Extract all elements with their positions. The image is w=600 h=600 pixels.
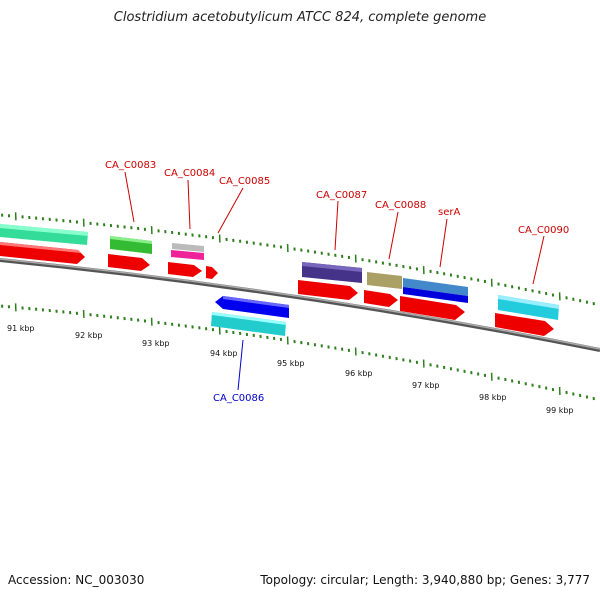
- gene-label-ca-c0090[interactable]: CA_C0090: [518, 225, 569, 236]
- gene-label-ca-c0086[interactable]: CA_C0086: [213, 393, 264, 404]
- outer-tick-ring: [1, 212, 595, 306]
- gene-feature-teal-highlight: [0, 224, 88, 236]
- cds-arrow-ca-c0083[interactable]: [108, 254, 150, 271]
- gene-feature-sera-blue[interactable]: [403, 287, 468, 303]
- gene-label-ca-c0087[interactable]: CA_C0087: [316, 190, 367, 201]
- cds-arrow-1-highlight: [0, 242, 81, 253]
- cds-arrow-ca-c0088[interactable]: [364, 290, 398, 307]
- cds-arrow-sera[interactable]: [400, 296, 465, 320]
- gene-feature-ca-c0086-cyan-highlight: [212, 312, 286, 325]
- kbp-label: 91 kbp: [7, 324, 35, 333]
- accession-text: Accession: NC_003030: [8, 573, 145, 587]
- kbp-label: 95 kbp: [277, 359, 305, 368]
- gene-feature-ca-c0088[interactable]: [367, 272, 402, 289]
- kbp-label: 97 kbp: [412, 381, 440, 390]
- cds-arrow-ca-c0085[interactable]: [206, 266, 218, 279]
- gene-feature-ca-c0083-highlight: [110, 236, 152, 244]
- cds-arrow-ca-c0087[interactable]: [298, 280, 358, 300]
- kbp-label: 93 kbp: [142, 339, 170, 348]
- gene-feature-sera-steel[interactable]: [403, 278, 468, 296]
- gene-label-sera[interactable]: serA: [438, 207, 460, 218]
- gene-labels: CA_C0083 CA_C0084 CA_C0085 CA_C0087 CA_C…: [105, 160, 569, 404]
- gene-feature-ca-c0086[interactable]: [215, 296, 289, 318]
- kbp-label: 92 kbp: [75, 331, 103, 340]
- kbp-label: 99 kbp: [546, 406, 574, 415]
- gene-feature-ca-c0090-highlight: [498, 295, 559, 309]
- gene-label-ca-c0083[interactable]: CA_C0083: [105, 160, 156, 171]
- gene-feature-ca-c0084-pink[interactable]: [171, 250, 204, 260]
- gene-feature-ca-c0087-highlight: [302, 262, 362, 272]
- genome-summary-text: Topology: circular; Length: 3,940,880 bp…: [260, 573, 590, 587]
- map-title: Clostridium acetobutylicum ATCC 824, com…: [113, 10, 487, 25]
- reverse-gene-features: [211, 296, 289, 336]
- kbp-label: 98 kbp: [479, 393, 507, 402]
- gene-label-ca-c0085[interactable]: CA_C0085: [219, 176, 270, 187]
- genome-backbone: [0, 258, 600, 352]
- cds-arrow-1[interactable]: [0, 242, 85, 264]
- leader-lines: [124, 171, 545, 391]
- cds-arrow-ca-c0090[interactable]: [495, 313, 554, 336]
- gene-label-ca-c0088[interactable]: CA_C0088: [375, 200, 426, 211]
- kbp-label: 94 kbp: [210, 349, 238, 358]
- kbp-label: 96 kbp: [345, 369, 373, 378]
- kbp-scale-labels: 91 kbp 92 kbp 93 kbp 94 kbp 95 kbp 96 kb…: [7, 324, 574, 415]
- gene-feature-ca-c0086-highlight: [223, 296, 289, 308]
- gene-label-ca-c0084[interactable]: CA_C0084: [164, 168, 215, 179]
- genome-backbone-highlight: [0, 258, 600, 350]
- cds-arrow-ca-c0084[interactable]: [168, 262, 202, 277]
- gene-feature-ca-c0086-cyan[interactable]: [211, 312, 286, 336]
- gene-features: [0, 224, 559, 336]
- inner-tick-ring: [1, 303, 595, 401]
- gene-feature-ca-c0084-grey[interactable]: [172, 243, 204, 252]
